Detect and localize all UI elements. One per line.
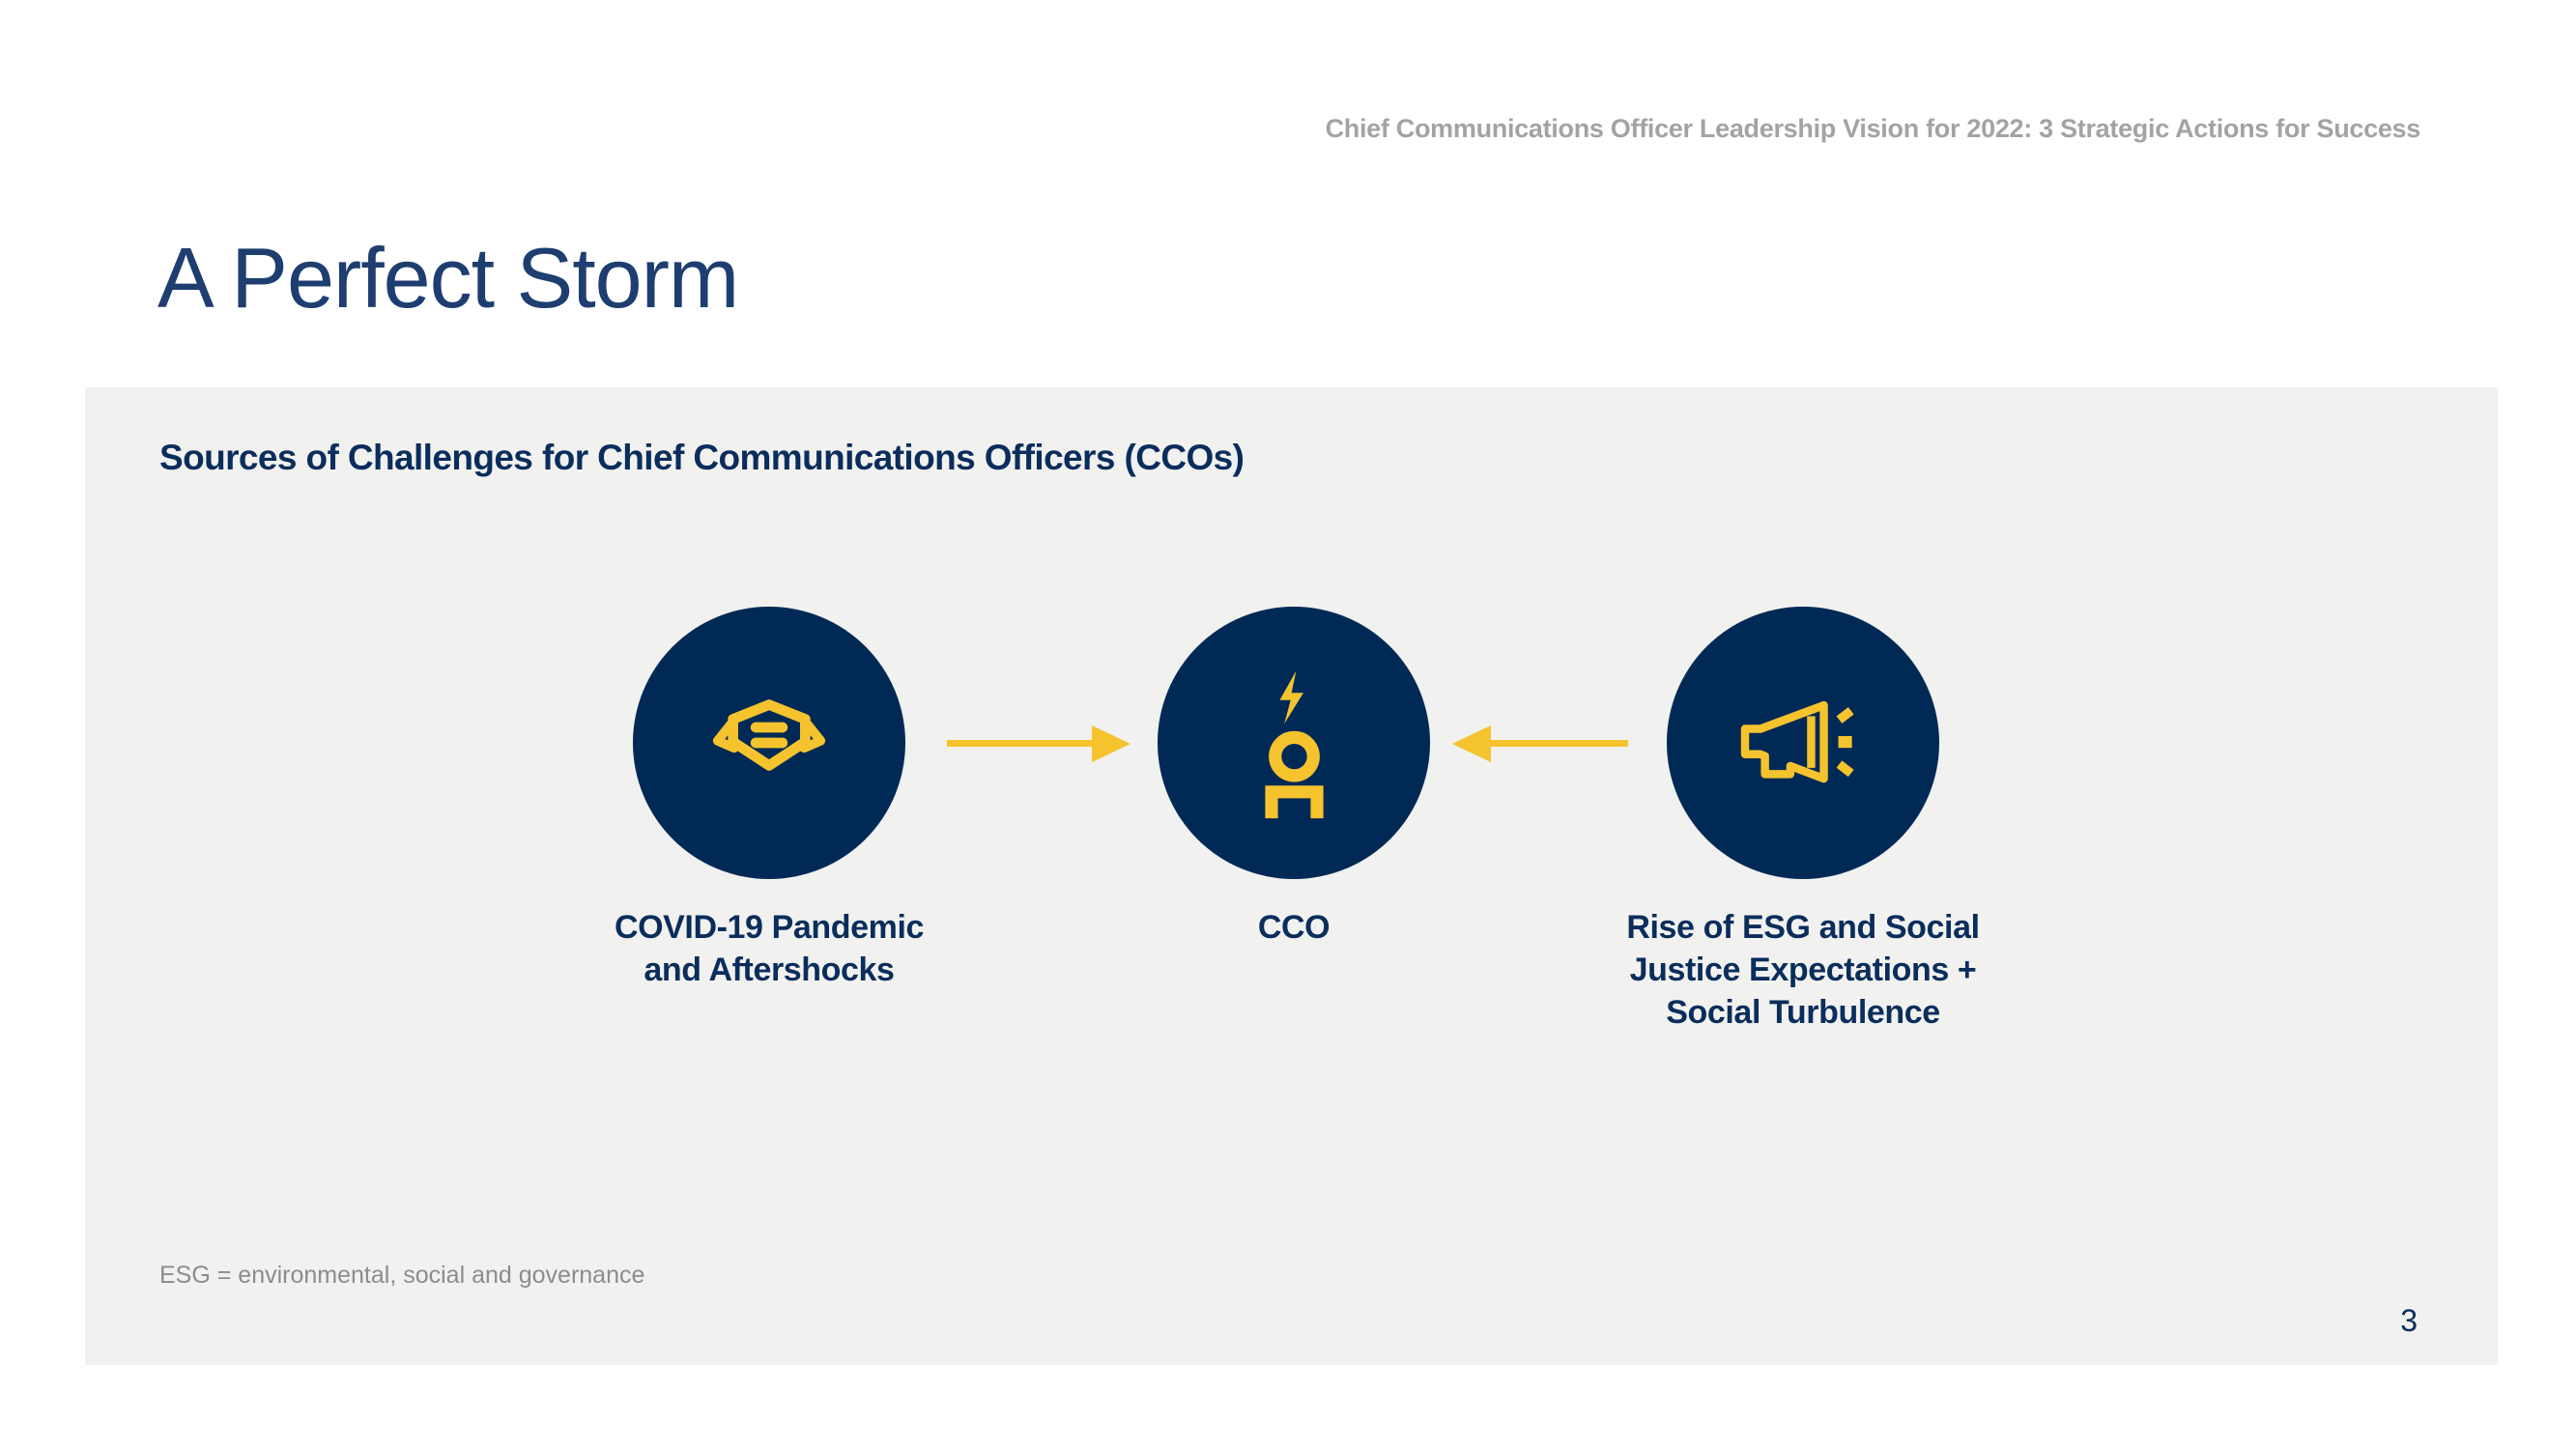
node-esg-label-line3: Social Turbulence	[1666, 994, 1940, 1031]
node-esg-circle	[1667, 607, 1939, 879]
node-esg-label: Rise of ESG and Social Justice Expectati…	[1465, 906, 2141, 1034]
face-mask-icon	[692, 686, 846, 800]
arrow-esg-to-cco-line	[1489, 740, 1628, 747]
node-cco-label: CCO	[956, 906, 1632, 949]
node-esg-label-line1: Rise of ESG and Social	[1626, 909, 1980, 946]
content-panel: Sources of Challenges for Chief Communic…	[85, 387, 2498, 1365]
node-cco-label-line1: CCO	[1257, 909, 1331, 946]
arrow-right-icon	[1092, 725, 1131, 762]
node-cco-circle	[1158, 607, 1430, 879]
node-covid-label-line2: and Aftershocks	[644, 952, 895, 988]
node-esg-label-line2: Justice Expectations +	[1629, 952, 1977, 988]
node-covid-label: COVID-19 Pandemic and Aftershocks	[431, 906, 1107, 991]
deck-title: Chief Communications Officer Leadership …	[1325, 114, 2421, 143]
footnote: ESG = environmental, social and governan…	[159, 1262, 645, 1289]
arrow-left-icon	[1452, 725, 1491, 762]
arrow-covid-to-cco-line	[947, 740, 1094, 747]
node-covid-circle	[633, 607, 905, 879]
node-covid-label-line1: COVID-19 Pandemic	[614, 909, 925, 946]
page-number: 3	[2400, 1303, 2418, 1338]
slide-title: A Perfect Storm	[157, 230, 739, 326]
panel-heading: Sources of Challenges for Chief Communic…	[159, 438, 1245, 477]
person-lightning-icon	[1240, 666, 1349, 820]
megaphone-icon	[1731, 689, 1875, 798]
